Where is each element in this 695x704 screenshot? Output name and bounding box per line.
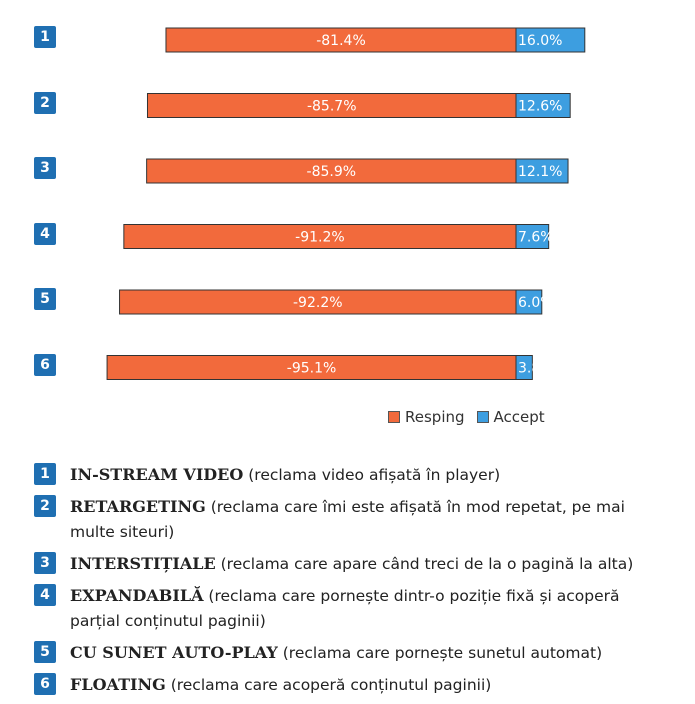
category-description: (reclama video afișată în player) xyxy=(243,466,501,484)
category-number-badge: 5 xyxy=(34,641,56,663)
category-title: FLOATING xyxy=(70,675,166,694)
bar-accept xyxy=(515,289,543,315)
bar-accept xyxy=(515,93,571,118)
category-item: 6 FLOATING (reclama care acoperă conținu… xyxy=(34,672,674,698)
category-item: 3 INTERSTIȚIALE (reclama care apare când… xyxy=(34,551,674,577)
category-number-badge: 2 xyxy=(34,495,56,517)
category-item: 5 CU SUNET AUTO-PLAY (reclama care porne… xyxy=(34,640,674,666)
category-item: 2 RETARGETING (reclama care îmi este afi… xyxy=(34,494,674,545)
bar-accept xyxy=(515,355,533,380)
data-label-accept: 16.0% xyxy=(518,33,562,49)
bar-accept xyxy=(515,224,550,249)
data-label-accept: 12.6% xyxy=(518,99,562,115)
data-label-accept: 12.1% xyxy=(518,164,562,180)
category-title: INTERSTIȚIALE xyxy=(70,554,216,573)
category-number-badge: 3 xyxy=(34,552,56,574)
category-number-badge: 4 xyxy=(34,584,56,606)
category-number-badge: 1 xyxy=(34,463,56,485)
data-label-resping: -85.7% xyxy=(307,99,357,115)
row-number-badge: 1 xyxy=(34,26,56,48)
category-description: (reclama care pornește sunetul automat) xyxy=(277,644,603,662)
row-number-badge: 3 xyxy=(34,157,56,179)
data-label-accept: 3.8% xyxy=(518,361,554,377)
category-item: 4 EXPANDABILĂ (reclama care pornește din… xyxy=(34,583,674,634)
bar-resping xyxy=(119,289,517,315)
data-label-accept: 6.0% xyxy=(518,295,554,311)
legend-label-resping: Resping xyxy=(405,408,465,426)
bar-resping xyxy=(165,27,517,53)
bar-accept xyxy=(515,27,586,53)
data-label-resping: -92.2% xyxy=(293,295,343,311)
category-title: CU SUNET AUTO-PLAY xyxy=(70,643,278,662)
category-description: (reclama care îmi este afișată în mod re… xyxy=(70,498,625,541)
category-title: RETARGETING xyxy=(70,497,206,516)
category-item: 1 IN-STREAM VIDEO (reclama video afișată… xyxy=(34,462,674,488)
row-number-badge: 6 xyxy=(34,353,56,376)
data-label-resping: -91.2% xyxy=(295,230,345,246)
data-label-resping: -95.1% xyxy=(287,361,337,377)
legend-swatch-accept xyxy=(476,411,489,423)
row-number-badge: 5 xyxy=(34,288,56,310)
category-number-badge: 6 xyxy=(34,673,56,695)
stacked-bar-chart: -81.4% 16.0% -85.7% 12.6% -85.9% 12.1% -91.2% 7… xyxy=(106,27,586,380)
category-title: EXPANDABILĂ xyxy=(70,586,204,605)
bar-accept xyxy=(515,158,569,184)
row-number-badge: 2 xyxy=(34,91,56,114)
legend-swatch-resping xyxy=(388,411,400,423)
legend-item-accept: Accept xyxy=(476,408,545,426)
category-description: (reclama care pornește dintr-o poziție f… xyxy=(70,587,620,630)
legend-item-resping: Resping xyxy=(388,408,465,426)
legend-label-accept: Accept xyxy=(493,408,545,426)
category-title: IN-STREAM VIDEO xyxy=(70,465,244,484)
bar-resping xyxy=(146,93,517,118)
row-number-badge: 4 xyxy=(34,222,56,245)
data-label-resping: -81.4% xyxy=(316,33,366,49)
bar-resping xyxy=(146,158,517,184)
bar-resping xyxy=(123,224,517,249)
data-label-resping: -85.9% xyxy=(307,164,357,180)
category-descriptions: 1 IN-STREAM VIDEO (reclama video afișată… xyxy=(34,462,674,704)
category-description: (reclama care acoperă conținutul paginii… xyxy=(165,676,492,694)
chart-legend: Resping Accept xyxy=(388,408,557,426)
category-description: (reclama care apare când treci de la o p… xyxy=(215,555,634,573)
data-label-accept: 7.6% xyxy=(518,230,554,246)
